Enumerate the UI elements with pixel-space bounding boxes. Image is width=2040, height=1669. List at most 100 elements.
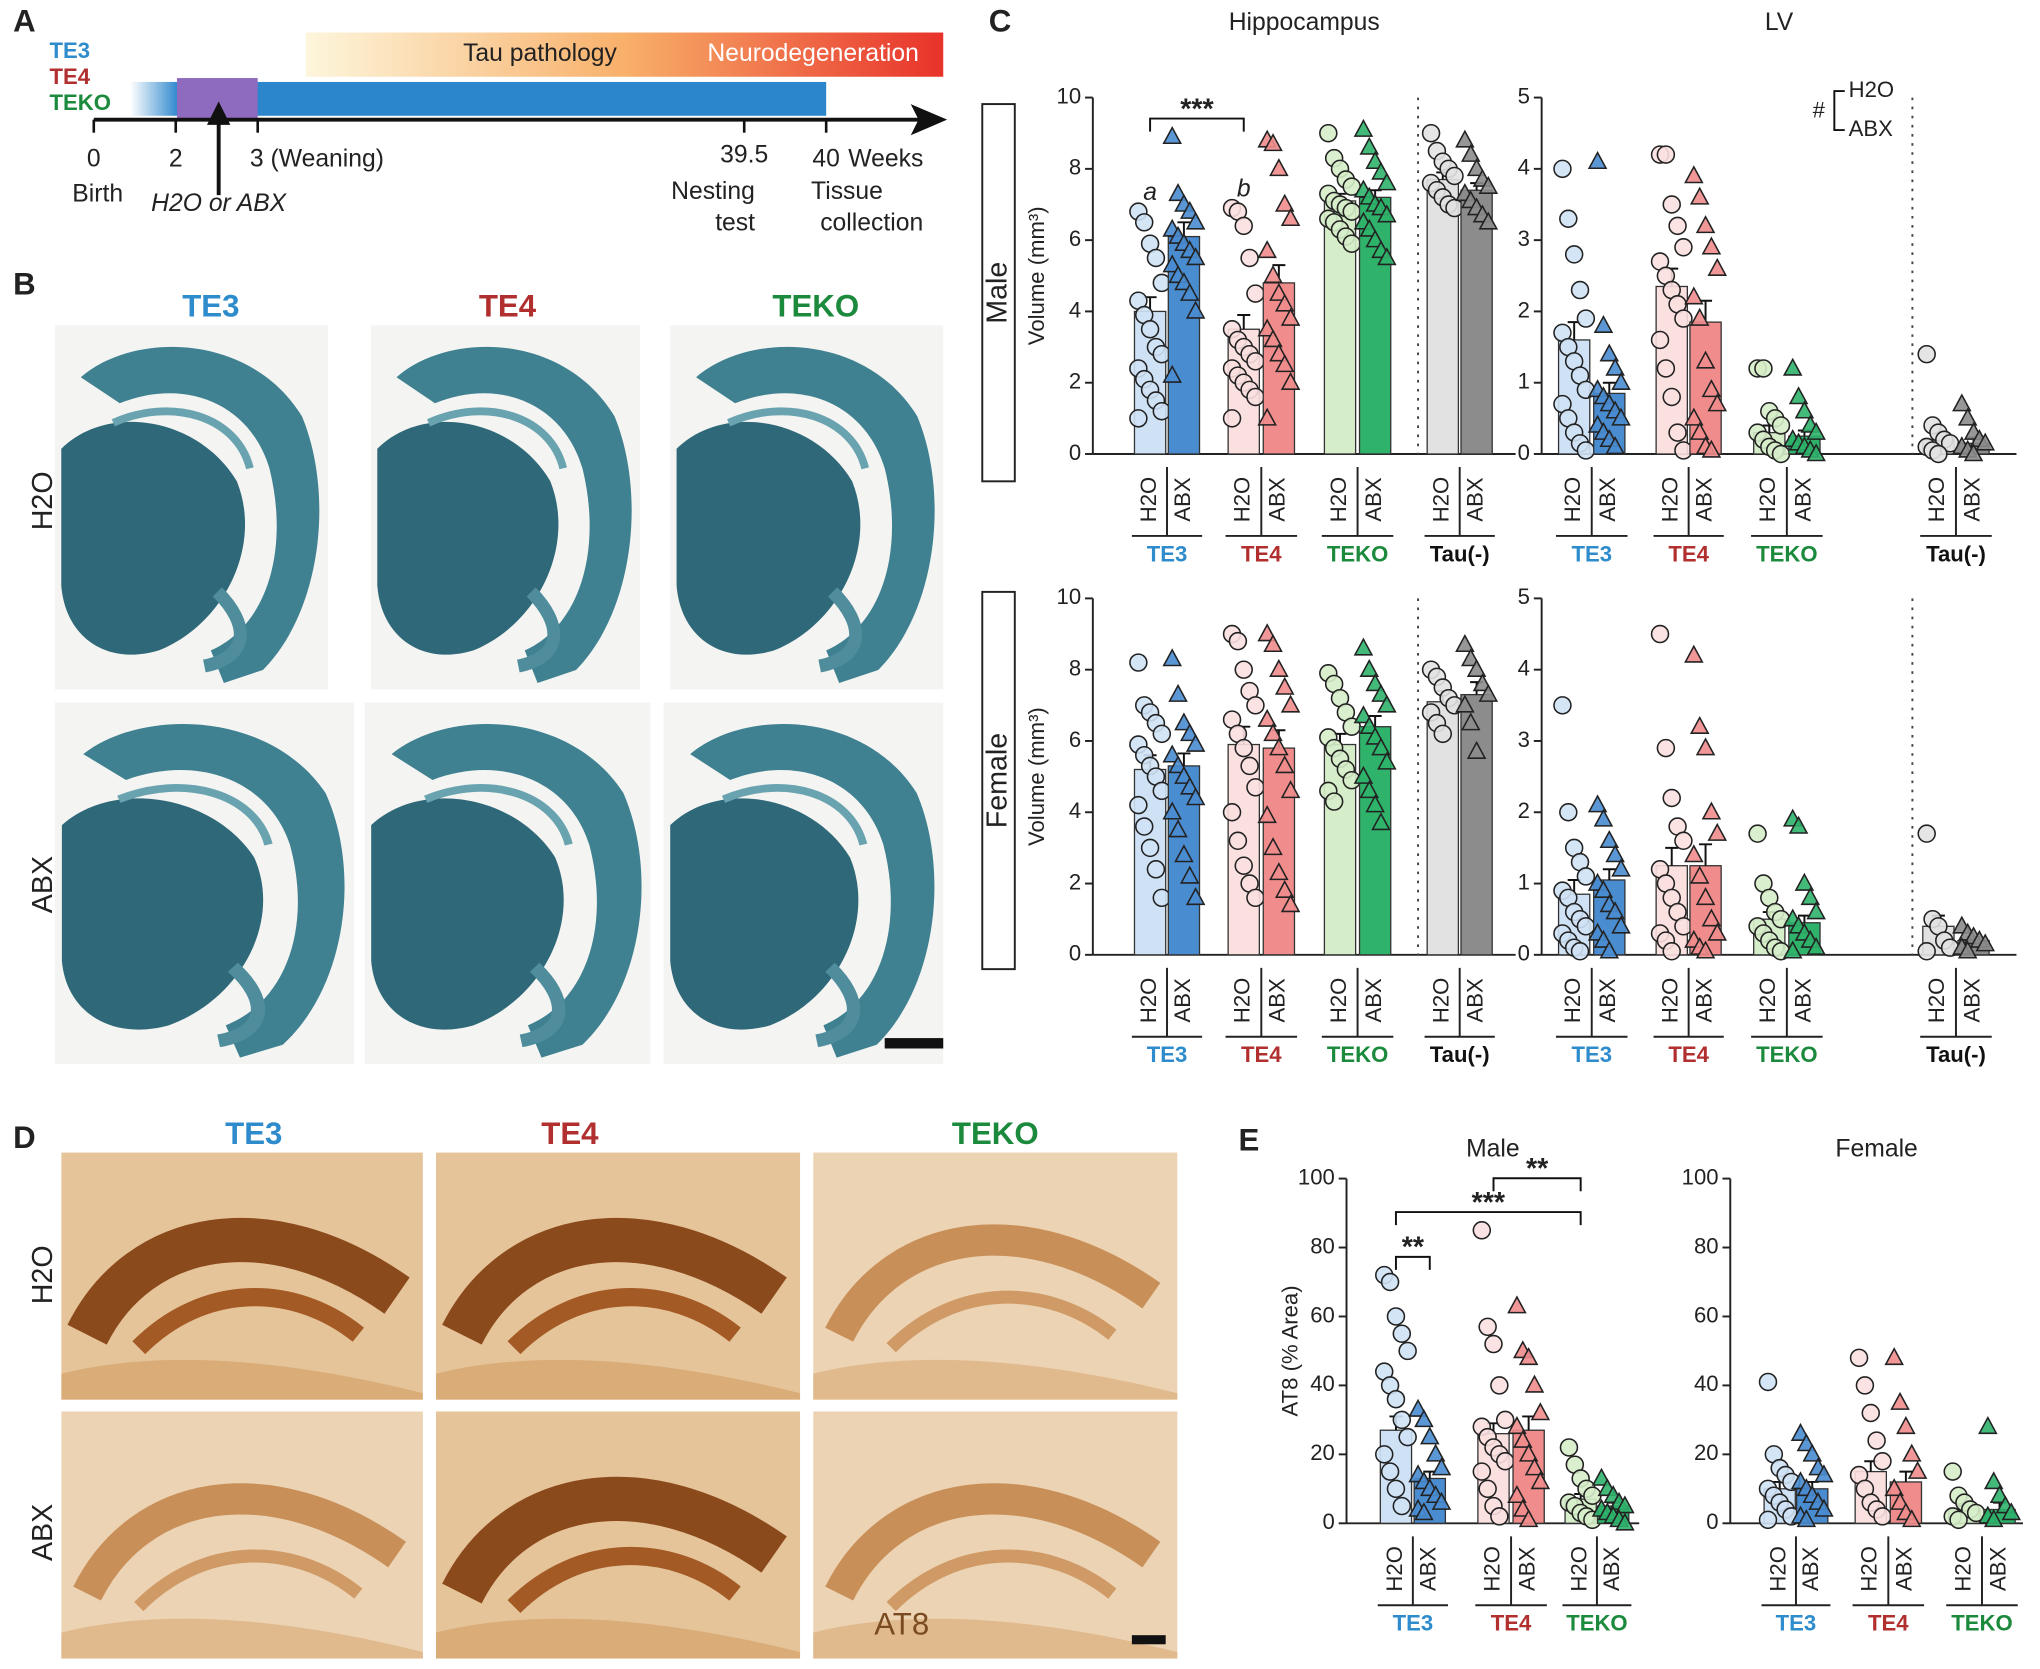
data-point <box>1849 1348 1869 1368</box>
data-point <box>1185 247 1206 266</box>
data-point <box>1689 186 1710 205</box>
data-point <box>1701 236 1722 255</box>
data-point <box>1179 200 1200 219</box>
data-point <box>1365 794 1385 813</box>
data-point <box>1472 1462 1492 1481</box>
data-point <box>1782 940 1803 959</box>
row-box <box>981 590 1016 971</box>
data-point <box>1570 280 1590 300</box>
data-point <box>1599 940 1620 959</box>
data-point <box>1263 633 1283 653</box>
data-point <box>1559 1438 1579 1457</box>
data-point <box>1484 1334 1503 1354</box>
x-tick-label: H2O <box>1766 1546 1791 1591</box>
data-point <box>1695 887 1716 906</box>
data-point <box>1814 1464 1834 1483</box>
event: Tissue <box>811 178 883 205</box>
data-point <box>1274 193 1295 212</box>
legend-item: H2O <box>1849 77 1894 102</box>
y-tick-label: 0 <box>1518 440 1530 465</box>
data-point <box>1758 1372 1778 1392</box>
x-tick-label: H2O <box>1136 477 1161 522</box>
data-point <box>1806 421 1826 440</box>
data-point <box>1806 443 1826 462</box>
panel-label: E <box>1239 1122 1260 1157</box>
data-point <box>1707 393 1728 412</box>
data-point <box>1377 172 1397 191</box>
data-point <box>1269 737 1289 756</box>
data-point <box>1460 648 1481 667</box>
data-point <box>1365 673 1385 692</box>
x-tick-label: ABX <box>1790 477 1815 521</box>
data-point <box>1179 282 1200 301</box>
data-point <box>1234 738 1253 758</box>
data-point <box>1949 1510 1968 1530</box>
x-tick-label: H2O <box>1658 978 1683 1023</box>
y-tick-label: 80 <box>1694 1233 1719 1258</box>
data-point <box>1695 215 1716 234</box>
data-point <box>1246 352 1265 371</box>
data-point <box>1263 265 1283 284</box>
x-tick-label: ABX <box>1170 477 1195 521</box>
row-label: ABX <box>27 856 59 913</box>
data-point <box>1650 624 1670 644</box>
error-bar <box>1602 381 1616 394</box>
data-point <box>1146 860 1166 879</box>
data-point <box>1650 330 1670 350</box>
y-tick-label: 100 <box>1682 1164 1719 1189</box>
group-label: TE4 <box>1241 541 1282 566</box>
data-point <box>1168 755 1188 774</box>
x-tick-label: H2O <box>1230 978 1255 1023</box>
data-point <box>1359 658 1380 677</box>
y-tick-label: 4 <box>1069 297 1081 322</box>
chart-title: LV <box>1765 9 1794 36</box>
x-tick-label: H2O <box>1429 978 1454 1023</box>
data-point <box>1896 1416 1916 1435</box>
data-point <box>1656 145 1676 164</box>
data-point <box>1353 637 1374 656</box>
brain-section <box>55 325 328 689</box>
data-point <box>1386 1479 1406 1499</box>
x-tick-label: H2O <box>1560 477 1585 522</box>
error-bar <box>1237 314 1251 330</box>
data-point <box>1611 858 1631 877</box>
data-point <box>1490 1376 1509 1395</box>
x-tick-label: H2O <box>1382 1546 1407 1591</box>
error-bar <box>1699 843 1713 866</box>
x-tick-label: ABX <box>1462 477 1487 521</box>
bar <box>1426 701 1460 956</box>
y-tick-label: 10 <box>1057 584 1082 609</box>
data-point <box>2001 1502 2022 1521</box>
data-point <box>1771 416 1791 435</box>
legend-bracket <box>1833 90 1845 132</box>
data-point <box>1861 1403 1880 1423</box>
group-label: Tau(-) <box>1926 541 1986 566</box>
data-point <box>1975 432 1996 451</box>
data-point <box>1754 359 1773 378</box>
brain-section <box>364 702 650 1064</box>
data-point <box>1324 792 1344 811</box>
data-point <box>1274 755 1295 774</box>
data-point <box>1371 683 1391 702</box>
data-point <box>1398 1427 1417 1447</box>
data-point <box>1414 1502 1434 1521</box>
group-label: TE3 <box>1147 541 1188 566</box>
group-label: TE3 <box>1571 1042 1612 1067</box>
data-point <box>1377 247 1397 266</box>
data-point <box>1263 133 1283 152</box>
data-point <box>1814 1498 1834 1517</box>
data-point <box>1952 393 1972 412</box>
data-point <box>1129 795 1148 815</box>
data-point <box>1274 676 1295 695</box>
bar <box>1460 693 1493 956</box>
x-tick-label: ABX <box>1416 1546 1441 1590</box>
data-point <box>1507 1295 1527 1314</box>
data-point <box>1398 1341 1417 1361</box>
data-point <box>1701 379 1722 398</box>
data-point <box>1228 631 1248 651</box>
column-label: TE4 <box>541 1116 599 1151</box>
data-point <box>1280 208 1301 227</box>
x-tick-label: ABX <box>1959 978 1984 1022</box>
y-tick-label: 5 <box>1518 584 1530 609</box>
data-point <box>1466 158 1487 177</box>
